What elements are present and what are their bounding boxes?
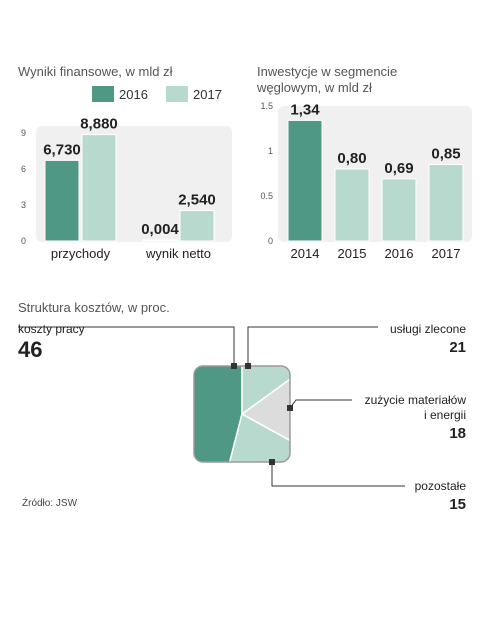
- chart2-category-2015: 2015: [338, 246, 367, 261]
- chart3-title: Struktura kosztów, w proc.: [18, 300, 170, 315]
- chart1-ytick-6: 6: [21, 164, 26, 174]
- chart2-y-axis: 0 0.5 1 1.5: [260, 101, 273, 246]
- chart2-label-2014: 1,34: [290, 101, 320, 118]
- chart2-category-2017: 2017: [432, 246, 461, 261]
- leader-koszty-pracy: [18, 326, 235, 366]
- pie-slice-3: [241, 366, 290, 416]
- chart1-category-1: wynik netto: [145, 246, 211, 261]
- chart1-y-axis: 0 3 6 9: [21, 128, 26, 246]
- chart2-bar-2017: [428, 164, 464, 242]
- chart1-ytick-3: 3: [21, 200, 26, 210]
- chart2-bar-2014: [287, 119, 323, 242]
- chart1-label-1-2016: 0,004: [141, 221, 179, 238]
- chart1-label-0-2017: 8,880: [80, 116, 118, 133]
- legend-swatch-2017: [166, 86, 188, 102]
- chart1-label-1-2017: 2,540: [178, 192, 216, 209]
- chart2-label-2015: 0,80: [337, 150, 366, 167]
- chart2-panel: [278, 106, 472, 242]
- chart1-title: Wyniki finansowe, w mld zł: [18, 64, 173, 79]
- chart1-ytick-9: 9: [21, 128, 26, 138]
- chart1-label-0-2016: 6,730: [43, 141, 81, 158]
- chart1-bars: 6,730 8,880 przychody 0,004 2,540 wynik netto: [43, 116, 216, 261]
- leader-marker-pozostale: [269, 459, 275, 465]
- pie-label-zuzycie-line2: i energii: [424, 408, 466, 422]
- chart1-bar-1-2016: [142, 239, 178, 242]
- pie-slice-1: [218, 412, 290, 462]
- chart2-title-line1: Inwestycje w segmencie: [257, 64, 397, 79]
- source-note: Źródło: JSW: [22, 496, 78, 509]
- chart2-bar-2015: [334, 168, 370, 242]
- legend-label-2017: 2017: [193, 87, 222, 102]
- leader-zuzycie: [289, 399, 352, 409]
- chart2-label-2017: 0,85: [431, 146, 460, 163]
- chart2-ytick-1: 1: [268, 146, 273, 156]
- pie-value-uslugi-zlecone: 21: [449, 339, 466, 356]
- legend-swatch-2016: [92, 86, 114, 102]
- pie-value-pozostale: 15: [449, 496, 466, 513]
- chart2-label-2016: 0,69: [384, 160, 413, 177]
- pie-label-koszty-pracy: koszty pracy: [18, 322, 85, 336]
- chart1-bar-0-2017: [81, 134, 117, 242]
- chart2-bars: 1,34 2014 0,80 2015 0,69 2016 0,85 2017: [287, 101, 464, 261]
- pie-value-zuzycie: 18: [449, 425, 466, 442]
- legend-label-2016: 2016: [119, 87, 148, 102]
- chart1-bar-1-2017: [179, 210, 215, 242]
- chart2-ytick-0.5: 0.5: [260, 191, 273, 201]
- chart1-category-0: przychody: [51, 246, 111, 261]
- pie-label-uslugi-zlecone: usługi zlecone: [390, 322, 466, 336]
- leader-pozostale: [271, 462, 405, 487]
- chart1-ytick-0: 0: [21, 236, 26, 246]
- leader-marker-uslugi-zlecone: [245, 363, 251, 369]
- leader-uslugi-zlecone: [247, 326, 378, 366]
- pie-frame: [193, 365, 291, 463]
- chart2-bar-2016: [381, 178, 417, 242]
- chart2-category-2016: 2016: [385, 246, 414, 261]
- pie-slice-0: [194, 366, 243, 462]
- pie-label-zuzycie-line1: zużycie materiałów: [365, 393, 467, 407]
- pie-value-koszty-pracy: 46: [18, 337, 42, 362]
- leader-marker-koszty-pracy: [231, 363, 237, 369]
- chart2-category-2014: 2014: [291, 246, 320, 261]
- leader-marker-zuzycie: [287, 405, 293, 411]
- pie-chart: [194, 366, 290, 462]
- chart2-ytick-0: 0: [268, 236, 273, 246]
- chart1-bar-0-2016: [44, 159, 80, 242]
- chart2-title-line2: węglowym, w mld zł: [256, 80, 372, 95]
- chart2-ytick-1.5: 1.5: [260, 101, 273, 111]
- pie-slice-2: [240, 366, 290, 459]
- pie-label-pozostale: pozostałe: [415, 479, 467, 493]
